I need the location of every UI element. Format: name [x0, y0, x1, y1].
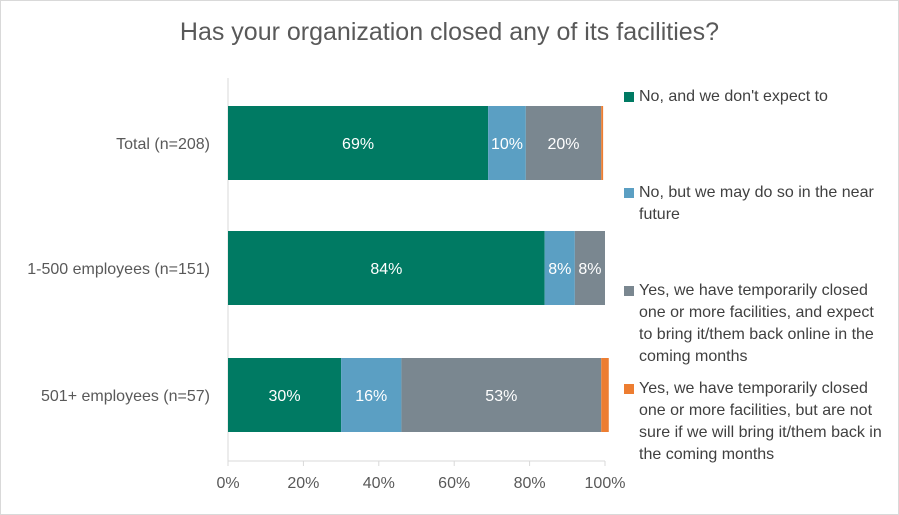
bar-segment: [601, 358, 609, 432]
category-label: Total (n=208): [116, 136, 210, 153]
x-tick-label: 0%: [216, 475, 239, 492]
legend-label: No, and we don't expect to: [639, 88, 828, 105]
legend-swatch: [624, 384, 634, 394]
x-tick-label: 40%: [363, 475, 395, 492]
data-label: 69%: [342, 136, 374, 153]
bar-segment: [574, 231, 605, 305]
x-tick-label: 20%: [287, 475, 319, 492]
legend-swatch: [624, 188, 634, 198]
bar-segment: [525, 106, 602, 180]
data-label: 20%: [548, 136, 580, 153]
bar-segment: [228, 231, 545, 305]
data-label: 8%: [578, 261, 601, 278]
legend-swatch: [624, 286, 634, 296]
data-label: 30%: [269, 388, 301, 405]
bar-segment: [228, 106, 489, 180]
data-label: 8%: [548, 261, 571, 278]
category-label: 501+ employees (n=57): [41, 388, 210, 405]
data-label: 16%: [355, 388, 387, 405]
x-tick-label: 80%: [514, 475, 546, 492]
data-label: 84%: [370, 261, 402, 278]
x-tick-label: 60%: [438, 475, 470, 492]
bar-segment: [488, 106, 526, 180]
category-label: 1-500 employees (n=151): [27, 261, 210, 278]
legend-label: Yes, we have temporarily closed one or m…: [639, 282, 874, 365]
bar-segment: [228, 358, 342, 432]
legend-swatch: [624, 92, 634, 102]
chart-title: Has your organization closed any of its …: [179, 18, 720, 46]
bar-segment: [401, 358, 602, 432]
bar-segment: [341, 358, 402, 432]
bar-segment: [544, 231, 575, 305]
legend-label: No, but we may do so in the near future: [639, 184, 874, 223]
bar-segment: [601, 106, 604, 180]
x-tick-label: 100%: [585, 475, 626, 492]
legend-label: Yes, we have temporarily closed one or m…: [639, 380, 882, 463]
data-label: 53%: [485, 388, 517, 405]
data-label: 10%: [491, 136, 523, 153]
